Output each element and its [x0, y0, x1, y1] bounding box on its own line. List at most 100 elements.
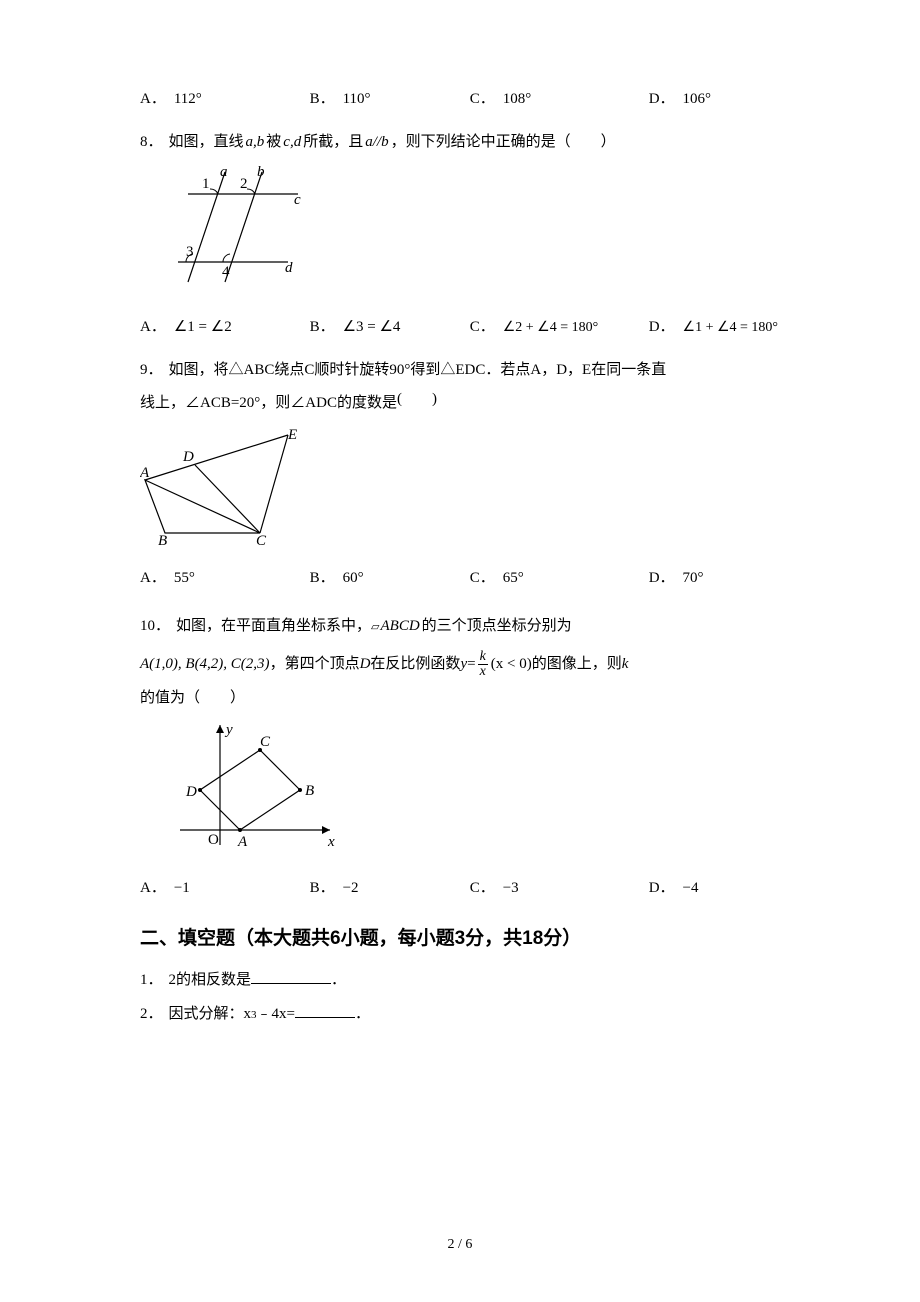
q7-options: A． 112° B． 110° C． 108° D． 106° [140, 86, 790, 113]
svg-text:B: B [158, 533, 167, 545]
q7-option-b-value: 110° [343, 86, 371, 113]
svg-text:2: 2 [240, 176, 248, 192]
q9-number: 9． [140, 362, 163, 378]
svg-text:a: a [220, 164, 228, 180]
q8-parallel: a//b [365, 129, 388, 156]
q8-cd: c,d [283, 129, 301, 156]
svg-text:C: C [256, 533, 267, 545]
svg-text:D: D [182, 449, 194, 465]
q10-option-a-value: −1 [174, 875, 190, 902]
svg-text:x: x [327, 834, 335, 850]
formula-y: y [460, 651, 467, 678]
q10-option-b-value: −2 [343, 875, 359, 902]
q8-option-a: A． ∠1 = ∠2 [140, 314, 310, 341]
q7-option-a-value: 112° [174, 86, 202, 113]
q8-option-b-label: B． [310, 314, 335, 341]
q10-stem-1: 10． 如图，在平面直角坐标系中， ▱ ABCD 的三个顶点坐标分别为 [140, 608, 790, 644]
q10-point-d: D [360, 651, 371, 678]
page-number: 2 / 6 [0, 1232, 920, 1257]
q10-option-b: B． −2 [310, 875, 470, 902]
option-label-d: D． [649, 86, 675, 113]
q8-stem: 8． 如图，直线 a,b 被 c,d 所截，且 a//b ，则下列结论中正确的是… [140, 129, 790, 156]
s2-q1-blank [251, 966, 331, 984]
s2-q1-text-2: ． [331, 967, 346, 994]
s2-q2-text-3: ． [355, 1001, 370, 1028]
option-label-c: C． [470, 86, 495, 113]
q9-stem-2: 线上，∠ACB=20°，则∠ADC的度数是 ( ) [140, 390, 790, 417]
s2-q1-text-1: 2的相反数是 [169, 967, 252, 994]
q7-option-c: C． 108° [470, 86, 649, 113]
formula-eq: = [467, 651, 475, 678]
q7-option-a: A． 112° [140, 86, 310, 113]
q10-abcd: ABCD [381, 608, 420, 644]
option-label-b: B． [310, 875, 335, 902]
q10-option-d-value: −4 [683, 875, 699, 902]
parallelogram-symbol: ▱ [371, 614, 379, 640]
svg-text:4: 4 [222, 264, 230, 280]
q7-option-b: B． 110° [310, 86, 470, 113]
svg-text:C: C [260, 734, 271, 750]
q10-number: 10． [140, 608, 170, 644]
option-label-a: A． [140, 875, 166, 902]
q9-option-d-value: 70° [683, 565, 704, 592]
q9-option-c: C． 65° [470, 565, 649, 592]
q10-stem-3: 的值为（ ） [140, 685, 790, 712]
option-label-b: B． [310, 86, 335, 113]
q8-diagram: a b c d 1 2 3 4 [170, 164, 790, 304]
q8-option-c: C． ∠2 + ∠4 = 180° [470, 314, 649, 341]
q9-option-a-value: 55° [174, 565, 195, 592]
q8-option-d-value: ∠1 + ∠4 = 180° [683, 315, 779, 340]
q10-text-4: 在反比例函数 [370, 651, 460, 678]
q8-text-2: 被 [266, 129, 281, 156]
option-label-d: D． [649, 565, 675, 592]
q10-diagram: O A B C D x y [170, 720, 790, 865]
q7-option-d-value: 106° [683, 86, 712, 113]
q10-text-1: 如图，在平面直角坐标系中， [176, 608, 371, 644]
q8-text-3: 所截，且 [303, 129, 363, 156]
s2-q1-number: 1． [140, 967, 163, 994]
formula-condition: (x < 0) [491, 651, 532, 678]
q10-option-c-value: −3 [503, 875, 519, 902]
s2-q2-blank [295, 1000, 355, 1018]
q8-option-a-label: A． [140, 314, 166, 341]
q8-text-1: 如图，直线 [169, 129, 244, 156]
q10-coords: A(1,0), B(4,2), C(2,3) [140, 651, 270, 678]
q10-text-3: ，第四个顶点 [270, 651, 360, 678]
q8-options: A． ∠1 = ∠2 B． ∠3 = ∠4 C． ∠2 + ∠4 = 180° … [140, 314, 790, 341]
formula-numerator: k [478, 650, 488, 664]
formula-denominator: x [478, 664, 488, 679]
q10-var-k: k [622, 651, 629, 678]
q9-stem: 9． 如图，将△ABC绕点C顺时针旋转90°得到△EDC．若点A，D，E在同一条直 [140, 357, 790, 384]
q10-text-2: 的三个顶点坐标分别为 [422, 608, 572, 644]
q10-text-5: 的图像上，则 [532, 651, 622, 678]
s2-q2: 2． 因式分解：x3﹣4x= ． [140, 1000, 790, 1028]
option-label-b: B． [310, 565, 335, 592]
q8-text-4: ，则下列结论中正确的是（ ） [391, 129, 616, 156]
q8-option-b: B． ∠3 = ∠4 [310, 314, 470, 341]
svg-text:3: 3 [186, 244, 194, 260]
q8-option-d: D． ∠1 + ∠4 = 180° [649, 314, 790, 341]
s2-q1: 1． 2的相反数是 ． [140, 966, 790, 994]
q10-option-d: D． −4 [649, 875, 790, 902]
svg-text:E: E [287, 427, 297, 443]
q10-options: A． −1 B． −2 C． −3 D． −4 [140, 875, 790, 902]
q8-option-a-value: ∠1 = ∠2 [174, 314, 232, 341]
q10-option-a: A． −1 [140, 875, 310, 902]
q9-diagram: A B C D E [140, 425, 790, 555]
svg-text:b: b [257, 164, 265, 180]
q9-text-1: 如图，将△ABC绕点C顺时针旋转90°得到△EDC．若点A，D，E在同一条直 [169, 362, 667, 378]
q8-option-d-label: D． [649, 314, 675, 341]
q7-option-d: D． 106° [649, 86, 790, 113]
option-label-c: C． [470, 565, 495, 592]
svg-text:1: 1 [202, 176, 210, 192]
section-2-title: 二、填空题（本大题共6小题，每小题3分，共18分） [140, 922, 790, 956]
q9-paren: ( ) [397, 386, 437, 413]
s2-q2-text-2: ﹣4x= [257, 1001, 295, 1028]
q9-option-b-value: 60° [343, 565, 364, 592]
q9-text-2: 线上，∠ACB=20°，则∠ADC的度数是 [140, 390, 397, 417]
option-label-a: A． [140, 86, 166, 113]
option-label-c: C． [470, 875, 495, 902]
svg-text:O: O [208, 832, 219, 848]
svg-text:c: c [294, 192, 301, 208]
svg-text:y: y [224, 722, 233, 738]
